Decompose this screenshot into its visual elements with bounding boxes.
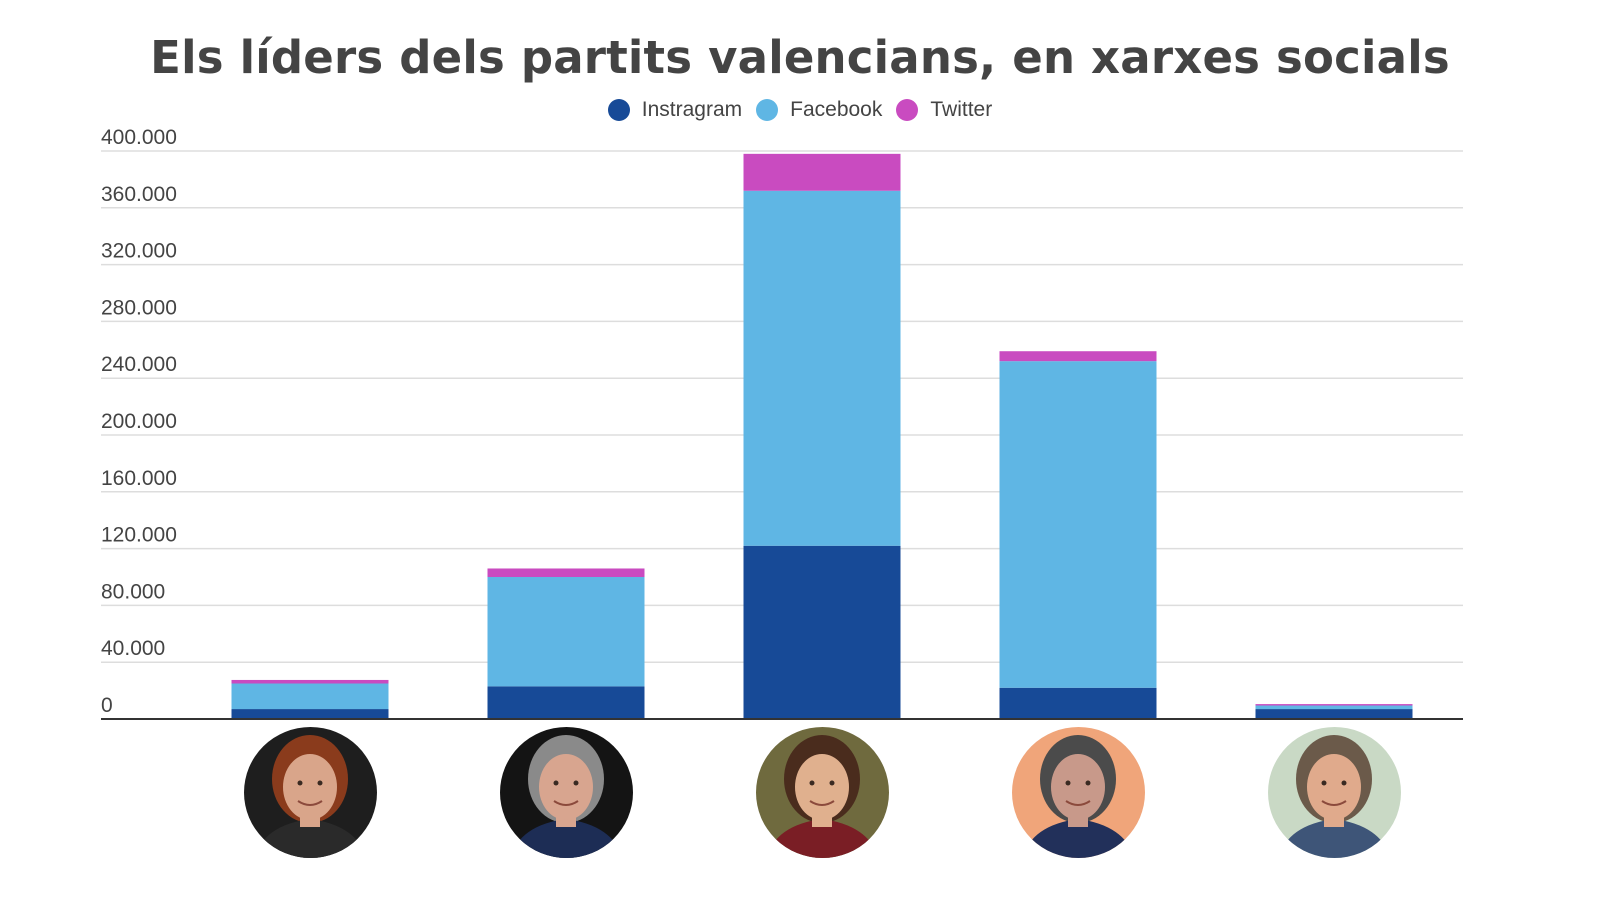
bar-twitter-leader-4[interactable]: [999, 351, 1157, 362]
y-tick-label: 280.000: [101, 296, 177, 319]
legend-label-instagram: Instragram: [641, 98, 743, 121]
bar-instragram-leader-4[interactable]: [999, 687, 1157, 719]
bar-twitter-leader-3[interactable]: [743, 153, 901, 191]
y-tick-label: 400.000: [101, 126, 177, 149]
avatar-leader-2: [500, 727, 633, 858]
bar-instragram-leader-2[interactable]: [487, 686, 645, 719]
y-tick-label: 240.000: [101, 353, 177, 376]
legend-dot-instagram: [607, 99, 630, 121]
y-tick-label: 120.000: [101, 524, 177, 547]
bar-stack-leader-5: [1255, 704, 1413, 719]
bar-twitter-leader-1[interactable]: [231, 679, 389, 684]
y-tick-labels: 0 40.000 80.000 120.000 160.000 200.000 240.00…: [101, 126, 177, 717]
legend-item-twitter[interactable]: Twitter: [896, 98, 992, 122]
bars: [231, 153, 1413, 719]
bar-stack-leader-4: [999, 351, 1157, 719]
bar-twitter-leader-2[interactable]: [487, 568, 645, 577]
legend-dot-facebook: [756, 99, 779, 121]
chart-title: Els líders dels partits valencians, en x…: [150, 31, 1450, 84]
avatar-leader-5: [1268, 727, 1401, 858]
legend-item-instagram[interactable]: Instragram: [607, 98, 743, 122]
portrait-photo-icon: [1012, 727, 1145, 858]
avatar-leader-1: [244, 727, 377, 858]
portrait-photo-icon: [1268, 727, 1401, 858]
y-tick-label: 160.000: [101, 467, 177, 490]
y-tick-label: 40.000: [101, 637, 165, 660]
bar-stack-leader-1: [231, 679, 389, 719]
portrait-photo-icon: [244, 727, 377, 858]
legend-label-twitter: Twitter: [930, 98, 993, 121]
bar-instragram-leader-3[interactable]: [743, 545, 901, 719]
y-tick-label: 360.000: [101, 183, 177, 206]
bar-twitter-leader-5[interactable]: [1255, 704, 1413, 706]
y-tick-label: 80.000: [101, 580, 165, 603]
bar-facebook-leader-4[interactable]: [999, 361, 1157, 688]
bar-stack-leader-3: [743, 153, 901, 719]
bar-instragram-leader-1[interactable]: [231, 709, 389, 719]
bar-instragram-leader-5[interactable]: [1255, 709, 1413, 719]
legend-label-facebook: Facebook: [790, 98, 883, 121]
y-tick-label: 320.000: [101, 240, 177, 263]
y-tick-label: 200.000: [101, 410, 177, 433]
bar-facebook-leader-2[interactable]: [487, 577, 645, 687]
bar-facebook-leader-5[interactable]: [1255, 705, 1413, 710]
portrait-photo-icon: [756, 727, 889, 858]
legend: Instragram Facebook Twitter: [0, 98, 1600, 122]
avatar-leader-4: [1012, 727, 1145, 858]
bar-facebook-leader-3[interactable]: [743, 190, 901, 546]
portrait-photo-icon: [500, 727, 633, 858]
legend-dot-twitter: [896, 99, 919, 121]
bar-facebook-leader-1[interactable]: [231, 683, 389, 710]
bar-stack-leader-2: [487, 568, 645, 719]
legend-item-facebook[interactable]: Facebook: [756, 98, 882, 122]
y-tick-label: 0: [101, 694, 113, 717]
avatar-leader-3: [756, 727, 889, 858]
